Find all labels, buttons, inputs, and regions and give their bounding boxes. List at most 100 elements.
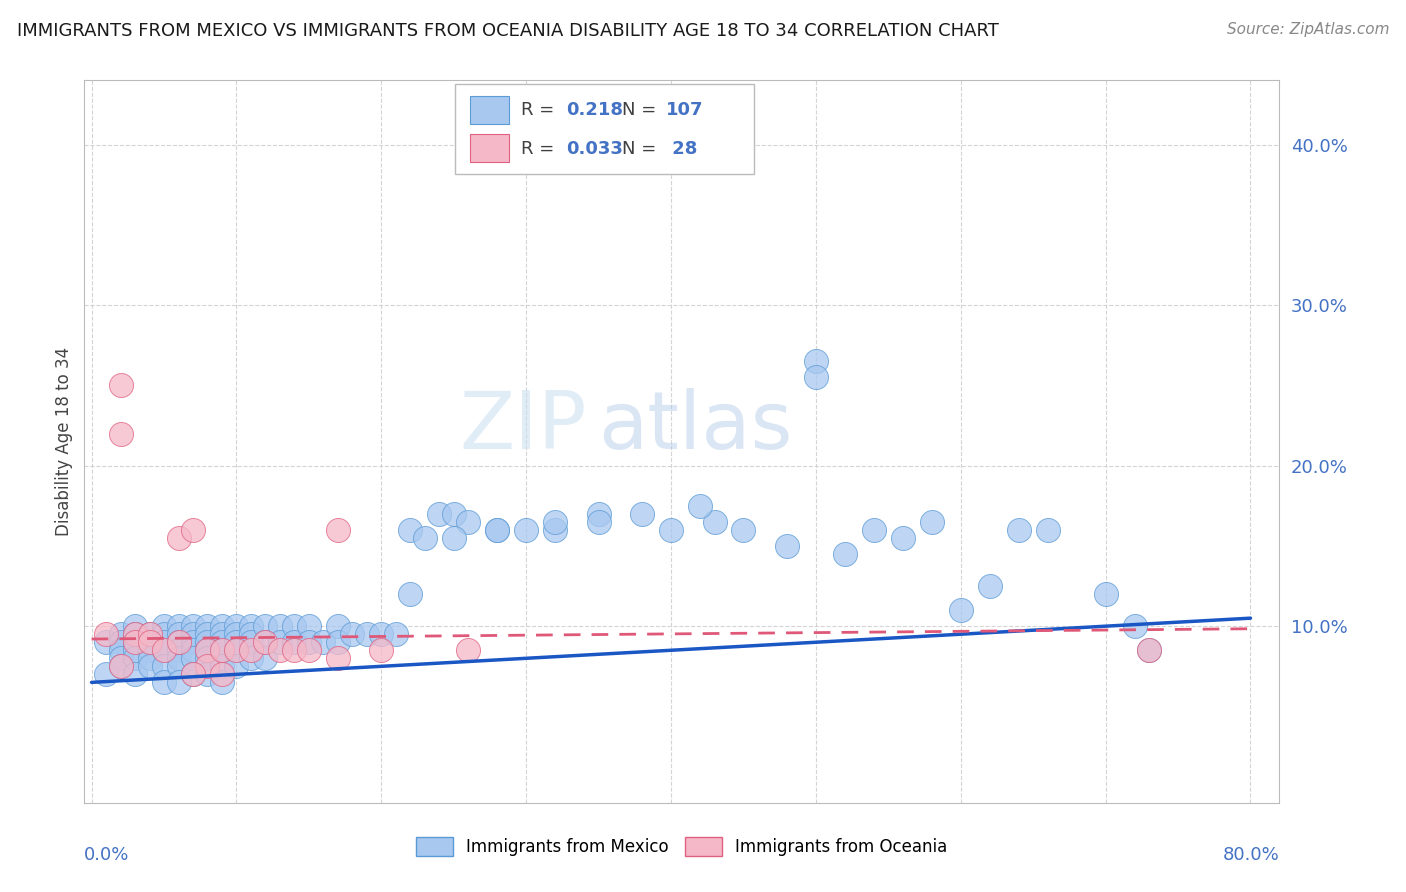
Point bbox=[167, 675, 190, 690]
Point bbox=[269, 635, 291, 649]
Text: atlas: atlas bbox=[599, 388, 793, 467]
Point bbox=[181, 523, 204, 537]
Point bbox=[370, 627, 392, 641]
Point bbox=[153, 643, 176, 657]
Point bbox=[703, 515, 725, 529]
Point bbox=[326, 651, 349, 665]
Point bbox=[197, 643, 219, 657]
Point bbox=[124, 651, 146, 665]
Point bbox=[211, 643, 233, 657]
Point bbox=[110, 378, 132, 392]
Point bbox=[385, 627, 408, 641]
Point bbox=[225, 619, 247, 633]
Point bbox=[197, 643, 219, 657]
Point bbox=[110, 635, 132, 649]
Point bbox=[239, 635, 262, 649]
Point bbox=[211, 667, 233, 681]
Point bbox=[733, 523, 755, 537]
Point bbox=[225, 643, 247, 657]
Point bbox=[138, 627, 160, 641]
Point bbox=[689, 499, 711, 513]
Point bbox=[949, 603, 972, 617]
Point bbox=[544, 523, 567, 537]
Point bbox=[138, 643, 160, 657]
Point bbox=[413, 531, 436, 545]
Point bbox=[181, 667, 204, 681]
Point bbox=[211, 675, 233, 690]
Point bbox=[167, 635, 190, 649]
Point bbox=[399, 523, 422, 537]
Point bbox=[588, 515, 610, 529]
Point bbox=[181, 627, 204, 641]
Point bbox=[110, 659, 132, 673]
Point bbox=[181, 643, 204, 657]
Point bbox=[153, 643, 176, 657]
Point bbox=[197, 635, 219, 649]
Text: 28: 28 bbox=[666, 140, 697, 158]
Point bbox=[254, 651, 277, 665]
Point bbox=[167, 627, 190, 641]
Point bbox=[588, 507, 610, 521]
Point bbox=[211, 643, 233, 657]
Point bbox=[427, 507, 450, 521]
Point bbox=[283, 619, 305, 633]
Point bbox=[110, 627, 132, 641]
Point bbox=[1137, 643, 1160, 657]
Point bbox=[197, 659, 219, 673]
Point bbox=[181, 667, 204, 681]
Point bbox=[298, 635, 321, 649]
Text: 0.218: 0.218 bbox=[567, 101, 623, 119]
Point bbox=[239, 651, 262, 665]
Point bbox=[804, 354, 827, 368]
Point bbox=[457, 643, 479, 657]
Text: N =: N = bbox=[623, 101, 662, 119]
Point bbox=[1094, 587, 1116, 601]
Point bbox=[370, 643, 392, 657]
Point bbox=[138, 627, 160, 641]
Bar bbox=[471, 135, 509, 162]
Point bbox=[283, 635, 305, 649]
Point bbox=[167, 659, 190, 673]
Point bbox=[776, 539, 799, 553]
Point bbox=[153, 675, 176, 690]
Point bbox=[239, 643, 262, 657]
Point bbox=[486, 523, 509, 537]
Text: Source: ZipAtlas.com: Source: ZipAtlas.com bbox=[1226, 22, 1389, 37]
Point bbox=[197, 627, 219, 641]
Point bbox=[631, 507, 654, 521]
Point bbox=[225, 627, 247, 641]
Text: IMMIGRANTS FROM MEXICO VS IMMIGRANTS FROM OCEANIA DISABILITY AGE 18 TO 34 CORREL: IMMIGRANTS FROM MEXICO VS IMMIGRANTS FRO… bbox=[17, 22, 998, 40]
Legend: Immigrants from Mexico, Immigrants from Oceania: Immigrants from Mexico, Immigrants from … bbox=[409, 830, 955, 863]
Point bbox=[181, 619, 204, 633]
Point bbox=[124, 619, 146, 633]
Point bbox=[457, 515, 479, 529]
Point bbox=[254, 635, 277, 649]
Text: R =: R = bbox=[520, 140, 560, 158]
Point bbox=[1008, 523, 1031, 537]
Text: 0.033: 0.033 bbox=[567, 140, 623, 158]
Point bbox=[110, 643, 132, 657]
Text: ZIP: ZIP bbox=[458, 388, 586, 467]
Point bbox=[326, 523, 349, 537]
Text: 107: 107 bbox=[666, 101, 704, 119]
Point bbox=[1123, 619, 1146, 633]
Point bbox=[211, 659, 233, 673]
Bar bbox=[471, 96, 509, 124]
Point bbox=[124, 635, 146, 649]
Point bbox=[211, 635, 233, 649]
Point bbox=[979, 579, 1001, 593]
Point bbox=[124, 627, 146, 641]
Point bbox=[138, 659, 160, 673]
Point bbox=[225, 635, 247, 649]
Point bbox=[167, 651, 190, 665]
Point bbox=[167, 635, 190, 649]
Point bbox=[167, 619, 190, 633]
Point bbox=[544, 515, 567, 529]
Text: 0.0%: 0.0% bbox=[84, 847, 129, 864]
Point bbox=[921, 515, 943, 529]
Point bbox=[197, 651, 219, 665]
Point bbox=[153, 635, 176, 649]
FancyBboxPatch shape bbox=[456, 84, 754, 174]
Point bbox=[138, 635, 160, 649]
Point bbox=[342, 627, 364, 641]
